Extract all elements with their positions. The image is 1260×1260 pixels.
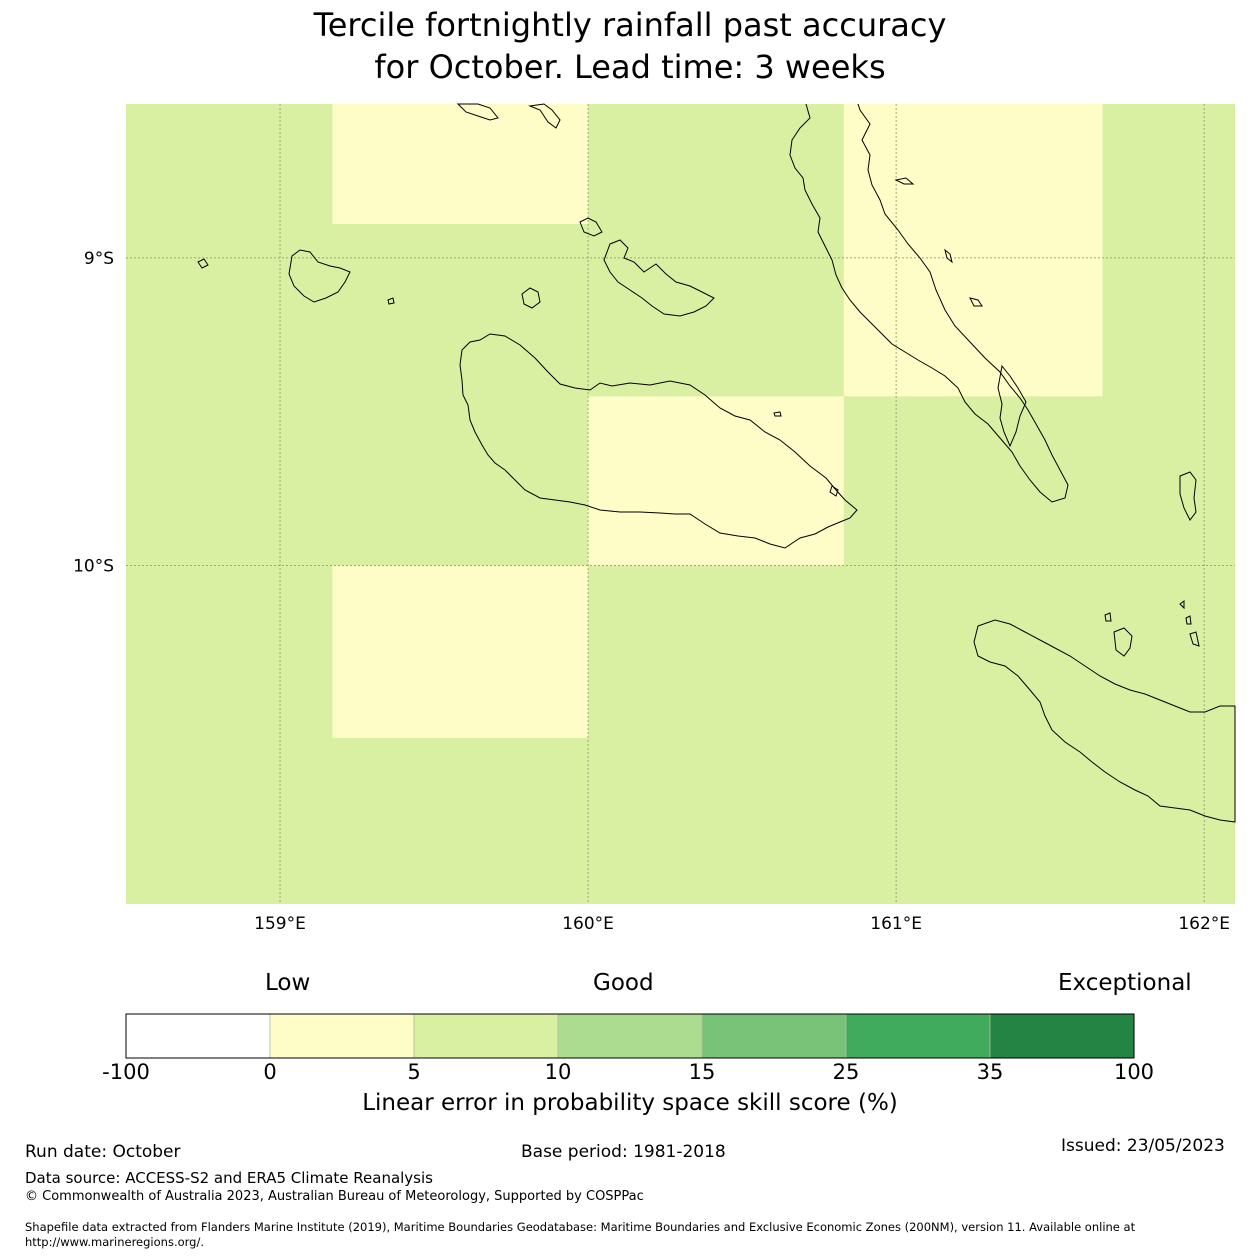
colorbar-category-exceptional: Exceptional bbox=[1058, 970, 1192, 996]
colorbar-tick-0: -100 bbox=[102, 1060, 150, 1084]
coastline-ngella-north bbox=[579, 217, 603, 237]
coastline-ulawa bbox=[1179, 471, 1197, 521]
colorbar-bin-0 bbox=[125, 1013, 271, 1059]
colorbar-bin-5 bbox=[845, 1013, 991, 1059]
issued-date: Issued: 23/05/2023 bbox=[1061, 1136, 1225, 1156]
colorbar-bin-1 bbox=[269, 1013, 415, 1059]
coastline-malaita bbox=[789, 103, 1069, 503]
lon-tick-label-3: 162°E bbox=[1178, 914, 1230, 934]
colorbar-bin-4 bbox=[701, 1013, 847, 1059]
colorbar-category-low: Low bbox=[265, 970, 311, 996]
coastline-maramasike bbox=[997, 364, 1027, 448]
colorbar-tick-3: 10 bbox=[544, 1060, 572, 1084]
run-date: Run date: October bbox=[25, 1142, 181, 1162]
coastline-makira bbox=[973, 619, 1236, 823]
cell-0-5-0 bbox=[332, 104, 589, 224]
coastline-small-islets bbox=[197, 177, 1200, 647]
lat-tick-label-0: 9°S bbox=[84, 249, 114, 269]
coastline-russell-islands bbox=[288, 249, 351, 303]
title-line-1: Tercile fortnightly rainfall past accura… bbox=[313, 6, 947, 44]
cell-0-5-3 bbox=[332, 565, 589, 738]
cell-0-5-2 bbox=[588, 396, 844, 566]
lon-tick-label-1: 160°E bbox=[562, 914, 614, 934]
colorbar-tick-7: 100 bbox=[1113, 1060, 1155, 1084]
coastlines bbox=[197, 103, 1236, 823]
coastline-ugi bbox=[1113, 627, 1133, 657]
colorbar-bin-6 bbox=[989, 1013, 1135, 1059]
colorbar-tick-4: 15 bbox=[688, 1060, 716, 1084]
data-source: Data source: ACCESS-S2 and ERA5 Climate … bbox=[25, 1169, 433, 1187]
coastline-florida-islands bbox=[603, 239, 715, 317]
copyright: © Commonwealth of Australia 2023, Austra… bbox=[25, 1189, 644, 1204]
coastline-savo bbox=[521, 287, 541, 309]
colorbar-tick-5: 25 bbox=[832, 1060, 860, 1084]
shapefile-credit-line-1: Shapefile data extracted from Flanders M… bbox=[25, 1220, 1136, 1234]
rainfall-accuracy-map: 159°E 160°E 161°E 162°E 9°S 10°S bbox=[73, 103, 1236, 934]
shapefile-credit-line-2: http://www.marineregions.org/. bbox=[25, 1235, 204, 1249]
title-line-2: for October. Lead time: 3 weeks bbox=[374, 48, 886, 86]
lon-tick-label-0: 159°E bbox=[254, 914, 306, 934]
lon-tick-label-2: 161°E bbox=[870, 914, 922, 934]
cell-0-5-1 bbox=[843, 104, 1103, 397]
lat-tick-label-1: 10°S bbox=[73, 557, 114, 577]
colorbar-tick-2: 5 bbox=[407, 1060, 421, 1084]
coastline-guadalcanal bbox=[459, 333, 858, 549]
colorbar-tick-1: 0 bbox=[263, 1060, 277, 1084]
colorbar bbox=[125, 1013, 1135, 1059]
coastline-north-islets bbox=[456, 103, 561, 129]
colorbar-bin-3 bbox=[557, 1013, 703, 1059]
base-period: Base period: 1981-2018 bbox=[521, 1142, 726, 1162]
colorbar-bin-2 bbox=[413, 1013, 559, 1059]
colorbar-category-good: Good bbox=[593, 970, 654, 996]
colorbar-label: Linear error in probability space skill … bbox=[362, 1090, 898, 1116]
map-title: Tercile fortnightly rainfall past accura… bbox=[0, 4, 1260, 88]
colorbar-tick-6: 35 bbox=[976, 1060, 1004, 1084]
